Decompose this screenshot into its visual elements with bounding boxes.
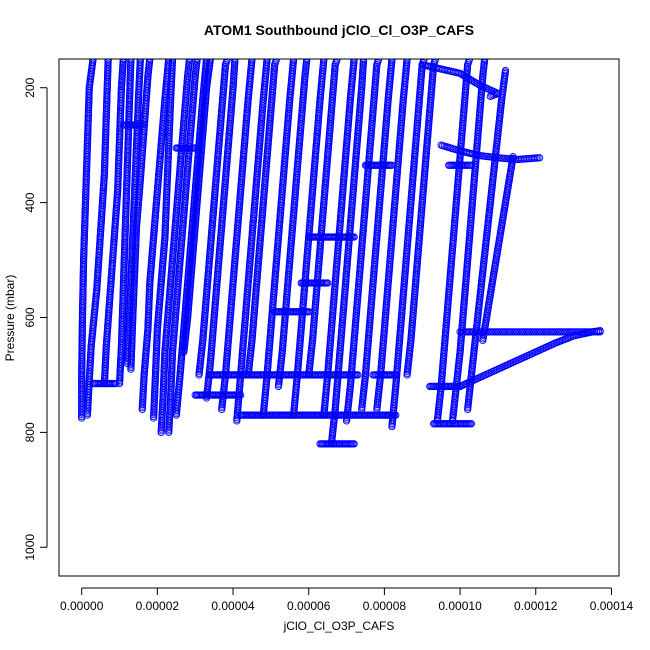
data-point bbox=[104, 59, 112, 63]
data-point bbox=[119, 59, 127, 63]
data-point bbox=[146, 59, 154, 63]
data-marks bbox=[78, 59, 604, 448]
chart-title: ATOM1 Southbound jClO_Cl_O3P_CAFS bbox=[204, 22, 474, 38]
data-point bbox=[89, 59, 97, 63]
data-point bbox=[136, 59, 144, 63]
data-point bbox=[127, 59, 135, 63]
